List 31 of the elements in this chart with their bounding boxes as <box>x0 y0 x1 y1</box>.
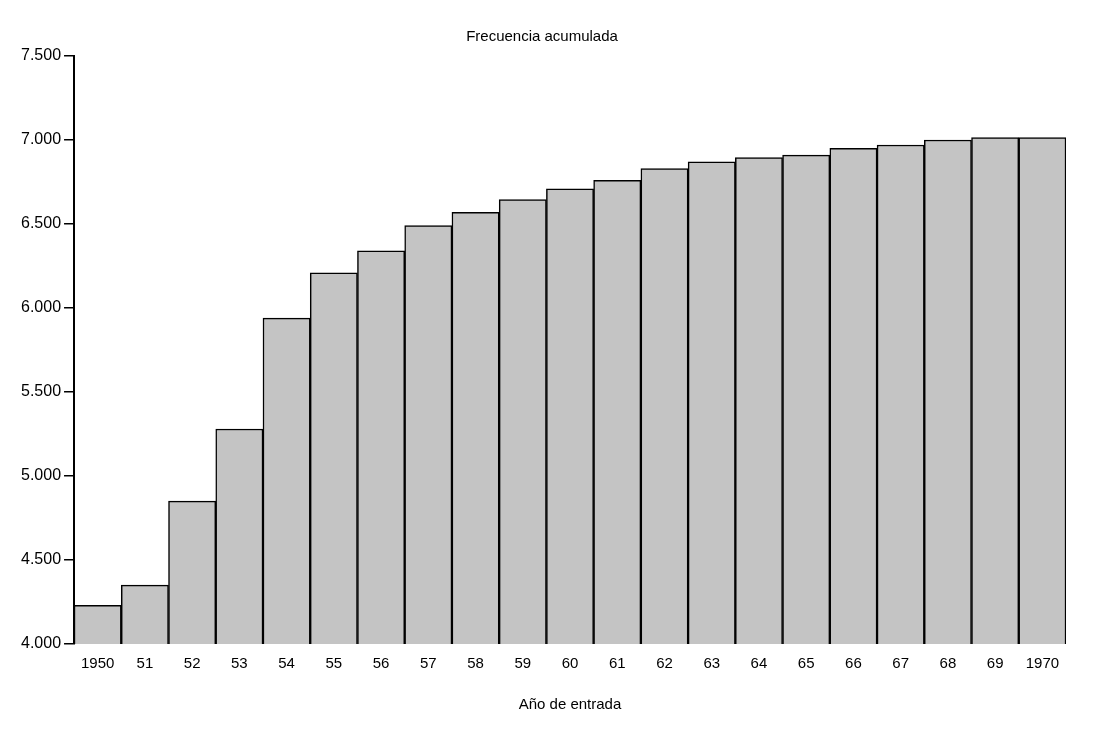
x-tick-label: 68 <box>939 654 957 672</box>
x-tick-label: 63 <box>703 654 721 672</box>
x-tick-label: 1970 <box>1025 654 1060 672</box>
chart-title: Frecuencia acumulada <box>466 27 619 45</box>
y-tick-label: 4.000 <box>20 634 62 652</box>
x-tick-label: 1950 <box>80 654 115 672</box>
x-tick-label: 66 <box>845 654 862 672</box>
x-tick-label: 53 <box>231 654 248 672</box>
y-tick-label: 4.500 <box>20 550 62 568</box>
x-tick-label: 67 <box>892 654 910 672</box>
x-tick-label: 62 <box>656 654 673 672</box>
x-tick-label: 61 <box>608 654 626 672</box>
x-tick-label: 54 <box>278 654 295 672</box>
x-tick-label: 57 <box>419 654 437 672</box>
x-tick-label: 60 <box>561 654 579 672</box>
x-tick-label: 65 <box>797 654 815 672</box>
x-tick-label: 56 <box>372 654 390 672</box>
x-tick-label: 51 <box>136 654 154 672</box>
x-tick-label: 58 <box>467 654 484 672</box>
x-tick-label: 52 <box>183 654 201 672</box>
y-tick-label: 5.500 <box>20 382 62 400</box>
x-tick-label: 59 <box>514 654 532 672</box>
y-tick-label: 7.000 <box>20 130 62 148</box>
y-tick-label: 7.500 <box>20 46 62 64</box>
y-tick-label: 5.000 <box>20 466 62 484</box>
x-tick-label: 64 <box>750 654 768 672</box>
x-tick-label: 69 <box>986 654 1004 672</box>
x-tick-label: 55 <box>325 654 343 672</box>
x-axis-title: Año de entrada <box>518 695 622 713</box>
y-tick-label: 6.500 <box>20 214 62 232</box>
y-tick-label: 6.000 <box>20 298 62 316</box>
